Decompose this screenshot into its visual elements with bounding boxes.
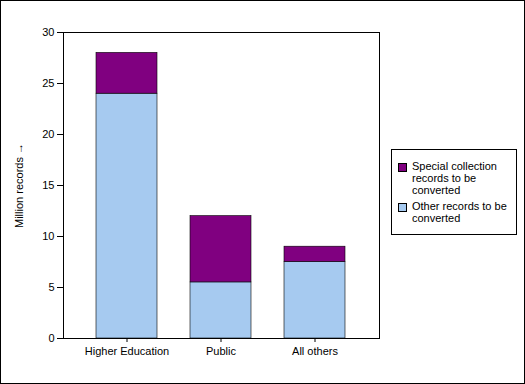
svg-text:20: 20 (42, 128, 54, 140)
svg-text:Million records →: Million records → (13, 143, 25, 228)
svg-text:All others: All others (292, 345, 338, 357)
html-text:Special collection records to: Special collection records to be convert… (412, 160, 497, 196)
svg-text:10: 10 (42, 230, 54, 242)
svg-text:Public: Public (206, 345, 236, 357)
svg-text:0: 0 (48, 332, 54, 344)
html-text:Other records to be converted: Other records to be converted (412, 200, 507, 224)
svg-text:30: 30 (42, 26, 54, 38)
svg-text:5: 5 (48, 281, 54, 293)
svg-text:Higher Education: Higher Education (85, 345, 169, 357)
svg-text:25: 25 (42, 77, 54, 89)
svg-text:15: 15 (42, 179, 54, 191)
